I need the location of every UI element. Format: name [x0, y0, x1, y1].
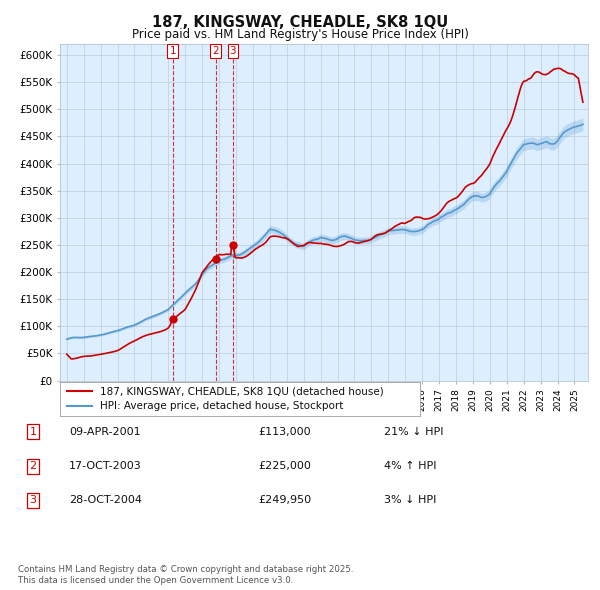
Text: 187, KINGSWAY, CHEADLE, SK8 1QU: 187, KINGSWAY, CHEADLE, SK8 1QU [152, 15, 448, 30]
Text: 2: 2 [212, 46, 219, 56]
Text: 2: 2 [29, 461, 37, 471]
Text: 28-OCT-2004: 28-OCT-2004 [69, 496, 142, 505]
Text: 09-APR-2001: 09-APR-2001 [69, 427, 140, 437]
Text: 21% ↓ HPI: 21% ↓ HPI [384, 427, 443, 437]
Text: HPI: Average price, detached house, Stockport: HPI: Average price, detached house, Stoc… [100, 401, 343, 411]
Text: Contains HM Land Registry data © Crown copyright and database right 2025.: Contains HM Land Registry data © Crown c… [18, 565, 353, 574]
Text: £113,000: £113,000 [258, 427, 311, 437]
Text: 1: 1 [29, 427, 37, 437]
Text: 17-OCT-2003: 17-OCT-2003 [69, 461, 142, 471]
Text: 1: 1 [170, 46, 176, 56]
Text: This data is licensed under the Open Government Licence v3.0.: This data is licensed under the Open Gov… [18, 576, 293, 585]
Text: Price paid vs. HM Land Registry's House Price Index (HPI): Price paid vs. HM Land Registry's House … [131, 28, 469, 41]
Text: 187, KINGSWAY, CHEADLE, SK8 1QU (detached house): 187, KINGSWAY, CHEADLE, SK8 1QU (detache… [100, 386, 383, 396]
Text: £225,000: £225,000 [258, 461, 311, 471]
Text: £249,950: £249,950 [258, 496, 311, 505]
Text: 3: 3 [230, 46, 236, 56]
Text: 3: 3 [29, 496, 37, 505]
Text: 3% ↓ HPI: 3% ↓ HPI [384, 496, 436, 505]
Text: 4% ↑ HPI: 4% ↑ HPI [384, 461, 437, 471]
